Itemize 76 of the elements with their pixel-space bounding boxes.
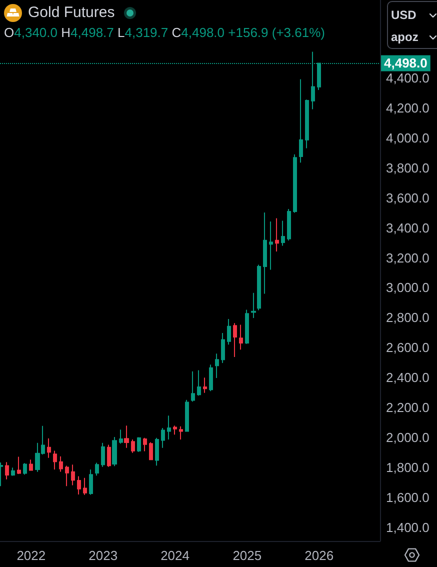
candlestick bbox=[293, 154, 297, 214]
candlestick bbox=[239, 324, 243, 350]
candlestick bbox=[107, 444, 111, 468]
candlestick bbox=[281, 220, 285, 246]
candlestick bbox=[124, 425, 129, 448]
candlestick bbox=[197, 370, 201, 396]
candlestick bbox=[257, 264, 261, 311]
x-tick-label: 2026 bbox=[304, 548, 334, 563]
candlestick bbox=[77, 476, 81, 496]
candlestick bbox=[29, 459, 33, 472]
candlestick bbox=[5, 462, 9, 480]
candlestick bbox=[17, 456, 21, 475]
candlestick bbox=[59, 456, 63, 472]
ref-line-label: 4,498.0 bbox=[384, 56, 428, 71]
candlestick bbox=[155, 437, 159, 466]
y-tick-label: 2,600.0 bbox=[386, 340, 430, 356]
candlestick bbox=[89, 469, 93, 496]
x-tick-label: 2022 bbox=[16, 548, 46, 563]
candlestick bbox=[23, 462, 27, 476]
candlestick bbox=[251, 292, 256, 319]
candlestick bbox=[119, 429, 123, 444]
unit-label: apoz bbox=[391, 30, 418, 44]
chart-title: Gold Futures bbox=[28, 4, 115, 22]
candlestick bbox=[83, 477, 87, 496]
candlestick bbox=[275, 218, 279, 252]
y-tick-label: 2,800.0 bbox=[386, 310, 430, 326]
y-tick-label: 3,400.0 bbox=[386, 220, 430, 236]
candlestick bbox=[53, 450, 57, 470]
candlestick bbox=[263, 212, 267, 294]
candlestick bbox=[191, 370, 195, 402]
x-tick-label: 2023 bbox=[88, 548, 118, 563]
candlestick bbox=[233, 322, 237, 358]
y-tick-label: 4,000.0 bbox=[386, 130, 430, 146]
candlestick bbox=[143, 437, 147, 452]
y-tick-label: 2,000.0 bbox=[386, 430, 430, 446]
candlestick bbox=[47, 438, 51, 458]
y-tick-label: 3,600.0 bbox=[386, 190, 430, 206]
currency-label: USD bbox=[391, 8, 416, 22]
y-tick-label: 1,800.0 bbox=[386, 460, 430, 476]
x-tick-label: 2025 bbox=[232, 548, 262, 563]
candlestick bbox=[149, 442, 153, 461]
candlestick bbox=[112, 436, 117, 467]
candlestick bbox=[179, 426, 183, 440]
candlestick bbox=[287, 208, 291, 242]
candlestick bbox=[95, 462, 99, 476]
y-tick-label: 1,600.0 bbox=[386, 490, 430, 506]
y-tick-label: 3,000.0 bbox=[386, 280, 430, 296]
candlestick bbox=[71, 464, 75, 486]
candlestick bbox=[185, 399, 189, 432]
y-tick-label: 4,200.0 bbox=[386, 100, 430, 116]
candlestick bbox=[209, 364, 213, 392]
candlestick bbox=[173, 425, 177, 436]
x-tick-label: 2024 bbox=[160, 548, 190, 563]
candlestick bbox=[131, 439, 135, 454]
candlestick bbox=[167, 415, 171, 440]
candlestick bbox=[11, 467, 15, 476]
y-tick-label: 3,800.0 bbox=[386, 160, 430, 176]
y-tick-label: 4,400.0 bbox=[386, 70, 430, 86]
candlestick bbox=[0, 462, 3, 487]
text: O4,340.0 H4,498.7 L4,319.7 C4,498.0 +156.9 (+3.61%) bbox=[4, 25, 326, 40]
candlestick bbox=[203, 377, 207, 394]
candlestick bbox=[65, 465, 69, 487]
y-tick-label: 3,200.0 bbox=[386, 250, 430, 266]
y-tick-label: 2,200.0 bbox=[386, 400, 430, 416]
candlestick bbox=[269, 220, 273, 270]
candlestick bbox=[299, 78, 303, 164]
candlestick bbox=[137, 436, 141, 452]
y-tick-label: 1,400.0 bbox=[386, 520, 430, 536]
candlestick bbox=[227, 318, 231, 346]
candlestick bbox=[221, 332, 225, 364]
candlestick bbox=[101, 442, 105, 468]
candlestick bbox=[305, 99, 309, 149]
candlestick bbox=[245, 309, 249, 344]
candlestick bbox=[161, 428, 165, 448]
y-tick-label: 2,400.0 bbox=[386, 370, 430, 386]
candlestick bbox=[215, 353, 219, 378]
